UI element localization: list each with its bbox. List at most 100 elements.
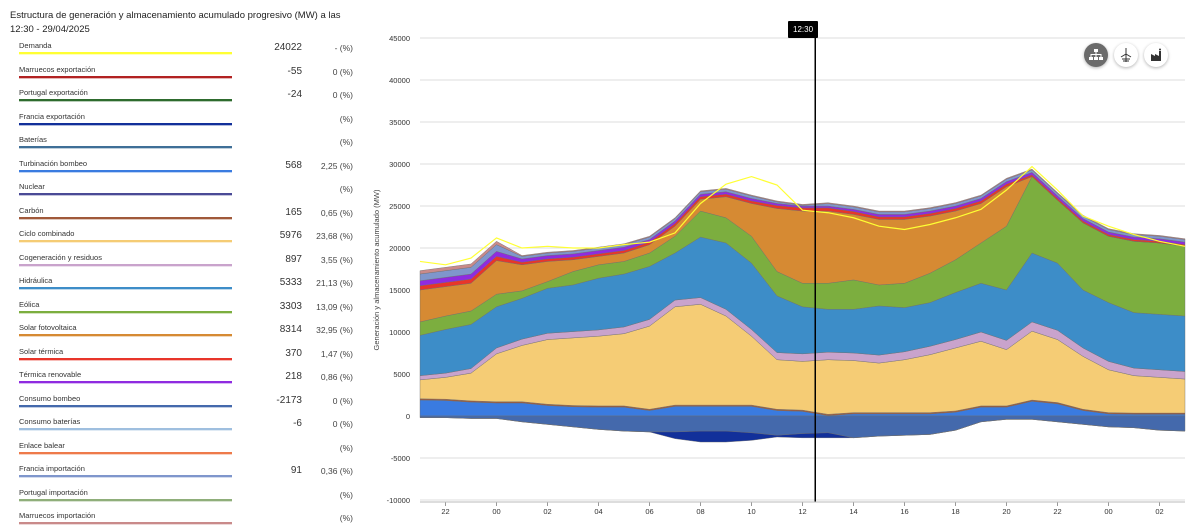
legend-color-bar xyxy=(19,428,232,430)
legend-label: Hidráulica xyxy=(19,276,53,285)
y-tick-label: -10000 xyxy=(387,496,410,505)
legend-value: 568 xyxy=(285,159,302,171)
legend-item[interactable]: Nuclear (%) xyxy=(0,179,360,203)
legend-color-bar xyxy=(19,451,232,454)
legend-label: Portugal importación xyxy=(19,487,88,497)
legend-color-bar xyxy=(19,381,232,383)
legend-item[interactable]: Consumo bombeo -2173 0 (%) xyxy=(0,391,360,415)
legend-color-bar xyxy=(19,498,232,501)
legend-color-bar xyxy=(19,475,232,477)
legend-percent: (%) xyxy=(339,137,353,147)
legend-color-bar xyxy=(19,357,232,360)
x-tick-label: 02 xyxy=(1155,507,1163,516)
legend-color-bar xyxy=(19,334,232,336)
legend-value: -2173 xyxy=(276,394,302,406)
legend-percent: 0 (%) xyxy=(332,419,353,429)
legend-percent: 2,25 (%) xyxy=(320,160,353,171)
legend-value: -55 xyxy=(287,65,302,77)
legend-label: Marruecos importación xyxy=(19,511,96,520)
legend-item[interactable]: Turbinación bombeo 568 2,25 (%) xyxy=(0,156,360,180)
factory-view-button[interactable] xyxy=(1144,43,1168,67)
y-tick-label: 15000 xyxy=(389,286,410,295)
y-tick-label: 35000 xyxy=(389,118,410,127)
legend-item[interactable]: Portugal importación (%) xyxy=(0,485,360,509)
legend-value: 8314 xyxy=(279,324,302,335)
legend-item[interactable]: Marruecos exportación -55 0 (%) xyxy=(0,62,360,86)
legend-percent: 21,13 (%) xyxy=(316,278,353,288)
y-tick-label: 5000 xyxy=(393,370,410,379)
legend-color-bar xyxy=(19,310,232,313)
x-tick-label: 16 xyxy=(900,507,908,516)
legend-item[interactable]: Térmica renovable 218 0,86 (%) xyxy=(0,367,360,391)
y-tick-label: 20000 xyxy=(389,244,410,253)
area-marruecos-importacion xyxy=(419,168,1186,275)
x-tick-label: 02 xyxy=(543,507,551,516)
legend-label: Enlace balear xyxy=(19,440,65,450)
legend-color-bar xyxy=(19,75,232,78)
legend-item[interactable]: Ciclo combinado 5976 23,68 (%) xyxy=(0,226,360,250)
y-tick-label: 30000 xyxy=(389,160,410,169)
legend-percent: 0,65 (%) xyxy=(320,207,353,218)
legend-color-bar xyxy=(19,522,232,524)
y-axis-title: Generación y almacenamiento acumulado (M… xyxy=(372,189,381,350)
y-tick-label: -5000 xyxy=(391,454,410,463)
wind-turbine-icon xyxy=(1120,48,1132,62)
legend-item[interactable]: Enlace balear (%) xyxy=(0,438,360,462)
legend-percent: (%) xyxy=(339,442,353,453)
legend-label: Portugal exportación xyxy=(19,88,88,97)
legend-value: 370 xyxy=(285,347,302,359)
legend-item[interactable]: Demanda 24022 - (%) xyxy=(0,38,360,62)
network-view-button[interactable] xyxy=(1084,43,1108,67)
legend-color-bar xyxy=(19,169,232,172)
legend-color-bar xyxy=(19,193,232,195)
legend-value: 91 xyxy=(290,465,302,476)
legend-item[interactable]: Consumo baterías -6 0 (%) xyxy=(0,414,360,438)
x-tick-label: 12 xyxy=(798,507,806,516)
x-tick-label: 20 xyxy=(1002,507,1010,516)
legend-label: Consumo bombeo xyxy=(19,393,81,403)
legend-label: Consumo baterías xyxy=(19,417,81,426)
legend-label: Turbinación bombeo xyxy=(19,158,88,168)
legend-value: 5333 xyxy=(279,277,302,288)
legend-item[interactable]: Baterías (%) xyxy=(0,132,360,156)
wind-view-button[interactable] xyxy=(1114,43,1138,67)
legend-value: -24 xyxy=(287,89,302,100)
legend-item[interactable]: Carbón 165 0,65 (%) xyxy=(0,203,360,227)
legend-item[interactable]: Eólica 3303 13,09 (%) xyxy=(0,297,360,321)
legend-item[interactable]: Francia exportación (%) xyxy=(0,109,360,133)
y-tick-label: 0 xyxy=(406,412,410,421)
cursor-time-label: 12:30 xyxy=(788,21,819,38)
legend-item[interactable]: Hidráulica 5333 21,13 (%) xyxy=(0,273,360,297)
legend-percent: 0 (%) xyxy=(332,395,353,406)
legend-item[interactable]: Marruecos importación (%) xyxy=(0,508,360,532)
legend-value: 218 xyxy=(285,371,302,382)
x-tick-label: 06 xyxy=(645,507,653,516)
legend-color-bar xyxy=(19,404,232,407)
legend-label: Térmica renovable xyxy=(19,370,82,379)
legend-percent: - (%) xyxy=(334,43,353,53)
chart-title: Estructura de generación y almacenamient… xyxy=(10,10,341,35)
legend-percent: 1,47 (%) xyxy=(320,348,353,359)
legend-item[interactable]: Solar térmica 370 1,47 (%) xyxy=(0,344,360,368)
legend-label: Baterías xyxy=(19,135,47,144)
legend-label: Cogeneración y residuos xyxy=(19,252,102,262)
legend-value: 3303 xyxy=(279,300,302,312)
legend-item[interactable]: Cogeneración y residuos 897 3,55 (%) xyxy=(0,250,360,274)
legend-percent: (%) xyxy=(339,113,353,124)
y-tick-label: 10000 xyxy=(389,328,410,337)
legend-percent: 32,95 (%) xyxy=(316,325,353,335)
legend-item[interactable]: Solar fotovoltaica 8314 32,95 (%) xyxy=(0,320,360,344)
legend-item[interactable]: Francia importación 91 0,36 (%) xyxy=(0,461,360,485)
demand-line xyxy=(419,165,1186,266)
legend-label: Carbón xyxy=(19,205,44,215)
legend-percent: 23,68 (%) xyxy=(316,231,353,241)
x-tick-label: 00 xyxy=(492,507,500,516)
x-tick-label: 14 xyxy=(849,507,857,516)
legend-label: Solar térmica xyxy=(19,346,64,356)
legend-percent: (%) xyxy=(339,513,353,523)
legend-percent: 3,55 (%) xyxy=(320,254,353,265)
legend-color-bar xyxy=(19,216,232,219)
legend-item[interactable]: Portugal exportación -24 0 (%) xyxy=(0,85,360,109)
y-tick-label: 45000 xyxy=(389,34,410,43)
